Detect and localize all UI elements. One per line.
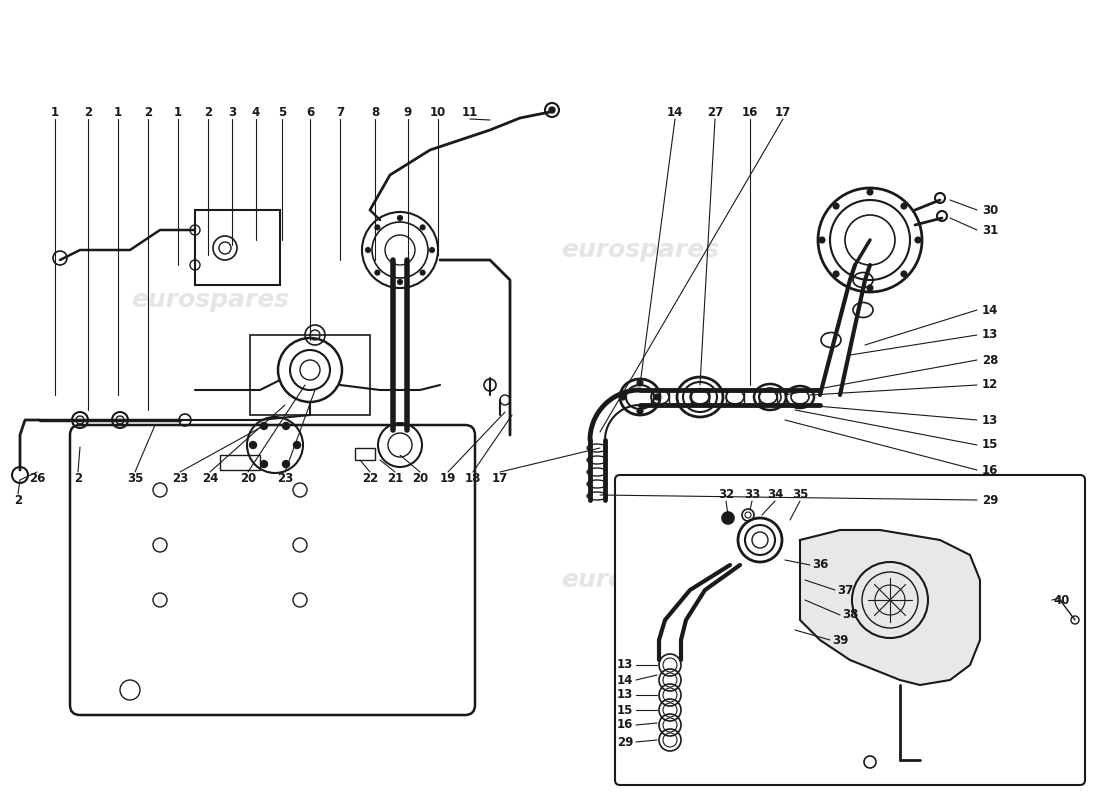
Circle shape — [637, 380, 644, 386]
Text: 22: 22 — [362, 471, 378, 485]
Text: 18: 18 — [465, 471, 481, 485]
Text: 35: 35 — [126, 471, 143, 485]
Text: 20: 20 — [240, 471, 256, 485]
Text: eurospares: eurospares — [131, 288, 289, 312]
Circle shape — [420, 225, 425, 230]
Circle shape — [867, 285, 873, 291]
Text: 38: 38 — [842, 609, 858, 622]
Text: 37: 37 — [837, 583, 854, 597]
Circle shape — [283, 461, 289, 467]
Text: 31: 31 — [982, 223, 999, 237]
Text: 33: 33 — [744, 489, 760, 502]
Text: 13: 13 — [982, 329, 999, 342]
Text: 1: 1 — [51, 106, 59, 118]
Text: 23: 23 — [172, 471, 188, 485]
Text: 6: 6 — [306, 106, 315, 118]
Circle shape — [637, 408, 644, 414]
Circle shape — [294, 442, 300, 449]
Text: 39: 39 — [832, 634, 848, 646]
Text: 16: 16 — [617, 718, 632, 731]
Text: 15: 15 — [617, 703, 632, 717]
Text: 3: 3 — [228, 106, 236, 118]
Text: 2: 2 — [74, 471, 82, 485]
Text: eurospares: eurospares — [561, 238, 719, 262]
Text: 8: 8 — [371, 106, 380, 118]
Text: 13: 13 — [617, 658, 632, 671]
Text: 29: 29 — [982, 494, 999, 506]
Text: 34: 34 — [767, 489, 783, 502]
Text: 24: 24 — [201, 471, 218, 485]
Text: 36: 36 — [812, 558, 828, 571]
Text: 27: 27 — [707, 106, 723, 118]
Circle shape — [397, 215, 403, 221]
Bar — [355, 448, 375, 460]
Circle shape — [420, 270, 425, 275]
Text: 1: 1 — [174, 106, 183, 118]
Text: 2: 2 — [14, 494, 22, 506]
Polygon shape — [800, 530, 980, 685]
Text: 16: 16 — [982, 463, 999, 477]
Text: 32: 32 — [718, 489, 734, 502]
Bar — [250, 335, 370, 415]
Circle shape — [283, 422, 289, 430]
Text: 13: 13 — [617, 689, 632, 702]
Text: 19: 19 — [440, 471, 456, 485]
Text: 2: 2 — [144, 106, 152, 118]
Text: 10: 10 — [430, 106, 447, 118]
FancyBboxPatch shape — [615, 475, 1085, 785]
Text: 2: 2 — [84, 106, 92, 118]
Circle shape — [654, 394, 660, 400]
Text: 14: 14 — [617, 674, 632, 686]
Text: 16: 16 — [741, 106, 758, 118]
Circle shape — [261, 461, 267, 467]
Text: 9: 9 — [404, 106, 412, 118]
Circle shape — [833, 203, 839, 209]
Circle shape — [901, 271, 906, 277]
Text: 5: 5 — [278, 106, 286, 118]
Circle shape — [620, 394, 626, 400]
Circle shape — [722, 512, 734, 524]
Text: 20: 20 — [411, 471, 428, 485]
FancyBboxPatch shape — [70, 425, 475, 715]
Text: 35: 35 — [792, 489, 808, 502]
Circle shape — [549, 107, 556, 113]
Text: 30: 30 — [982, 203, 999, 217]
Circle shape — [833, 271, 839, 277]
Circle shape — [867, 189, 873, 195]
Text: 4: 4 — [252, 106, 260, 118]
Text: 13: 13 — [982, 414, 999, 426]
Circle shape — [365, 247, 371, 253]
Text: 7: 7 — [336, 106, 344, 118]
Circle shape — [375, 270, 379, 275]
Text: 12: 12 — [982, 378, 999, 391]
Circle shape — [375, 225, 379, 230]
Circle shape — [901, 203, 906, 209]
Text: 14: 14 — [667, 106, 683, 118]
Text: 21: 21 — [387, 471, 403, 485]
Text: 40: 40 — [1054, 594, 1070, 606]
Text: 23: 23 — [277, 471, 293, 485]
Text: 1: 1 — [114, 106, 122, 118]
Text: 2: 2 — [204, 106, 212, 118]
Bar — [220, 455, 260, 470]
Text: 11: 11 — [462, 106, 478, 118]
Text: 17: 17 — [774, 106, 791, 118]
Bar — [195, 210, 280, 285]
Circle shape — [820, 237, 825, 243]
Circle shape — [261, 422, 267, 430]
Text: 17: 17 — [492, 471, 508, 485]
Circle shape — [397, 279, 403, 285]
Text: eurospares: eurospares — [561, 568, 719, 592]
Text: eurospares: eurospares — [131, 608, 289, 632]
Text: 28: 28 — [982, 354, 999, 366]
Text: 15: 15 — [982, 438, 999, 451]
Text: 14: 14 — [982, 303, 999, 317]
Text: 29: 29 — [617, 735, 632, 749]
Circle shape — [250, 442, 256, 449]
Text: 26: 26 — [29, 471, 45, 485]
Circle shape — [915, 237, 921, 243]
Circle shape — [429, 247, 434, 253]
